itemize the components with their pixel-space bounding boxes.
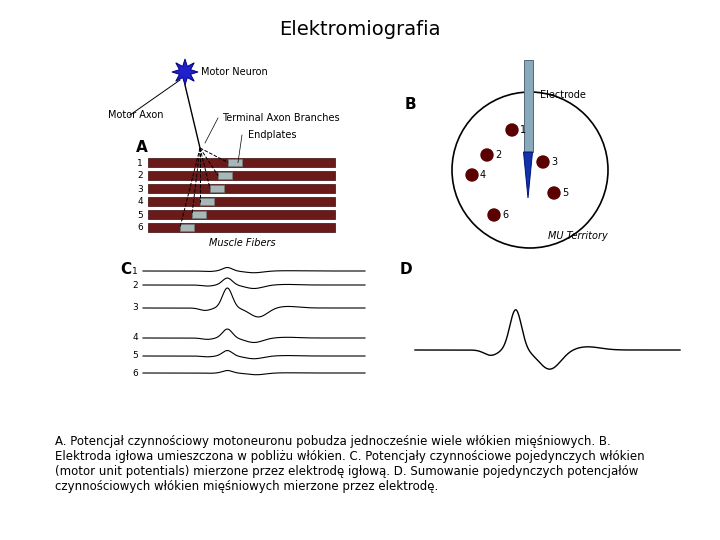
Text: Endplates: Endplates xyxy=(248,130,297,140)
Text: Electrode: Electrode xyxy=(540,90,586,100)
Text: 5: 5 xyxy=(138,211,143,219)
Polygon shape xyxy=(523,152,533,198)
Bar xyxy=(148,158,335,167)
Text: A. Potencjał czynnościowy motoneuronu pobudza jednocześnie wiele włókien mięśnio: A. Potencjał czynnościowy motoneuronu po… xyxy=(55,435,644,493)
Bar xyxy=(228,159,242,166)
Text: Motor Neuron: Motor Neuron xyxy=(201,67,268,77)
Text: MU Territory: MU Territory xyxy=(548,231,608,241)
Polygon shape xyxy=(172,59,198,85)
Bar xyxy=(180,224,194,231)
Text: 2: 2 xyxy=(495,150,501,160)
Circle shape xyxy=(466,169,478,181)
Circle shape xyxy=(481,149,493,161)
Text: 4: 4 xyxy=(480,170,486,180)
Bar xyxy=(523,60,533,152)
Text: 4: 4 xyxy=(138,198,143,206)
Bar xyxy=(148,210,335,219)
Text: 4: 4 xyxy=(132,334,138,342)
Text: 1: 1 xyxy=(132,267,138,275)
Text: 1: 1 xyxy=(138,159,143,167)
Text: A: A xyxy=(136,140,148,155)
Text: Motor Axon: Motor Axon xyxy=(108,110,163,120)
Text: 1: 1 xyxy=(520,125,526,135)
Circle shape xyxy=(452,92,608,248)
Text: Terminal Axon Branches: Terminal Axon Branches xyxy=(222,113,340,123)
Text: 3: 3 xyxy=(551,157,557,167)
Bar xyxy=(148,197,335,206)
Bar xyxy=(210,185,224,192)
Text: 6: 6 xyxy=(132,368,138,377)
Bar xyxy=(200,198,214,205)
Text: D: D xyxy=(400,262,413,277)
Text: B: B xyxy=(405,97,417,112)
Text: 2: 2 xyxy=(138,172,143,180)
Bar xyxy=(192,211,206,218)
Text: Muscle Fibers: Muscle Fibers xyxy=(209,238,275,248)
Text: 6: 6 xyxy=(138,224,143,233)
Text: Elektromiografia: Elektromiografia xyxy=(279,20,441,39)
Bar xyxy=(218,172,232,179)
Circle shape xyxy=(537,156,549,168)
Text: 3: 3 xyxy=(138,185,143,193)
Text: 2: 2 xyxy=(132,280,138,289)
Text: 5: 5 xyxy=(132,352,138,361)
Bar xyxy=(148,171,335,180)
Circle shape xyxy=(488,209,500,221)
Circle shape xyxy=(548,187,560,199)
Circle shape xyxy=(506,124,518,136)
Text: 3: 3 xyxy=(132,303,138,313)
Text: 6: 6 xyxy=(502,210,508,220)
Text: 5: 5 xyxy=(562,188,568,198)
Bar xyxy=(148,184,335,193)
Bar xyxy=(148,223,335,232)
Text: C: C xyxy=(120,262,131,277)
